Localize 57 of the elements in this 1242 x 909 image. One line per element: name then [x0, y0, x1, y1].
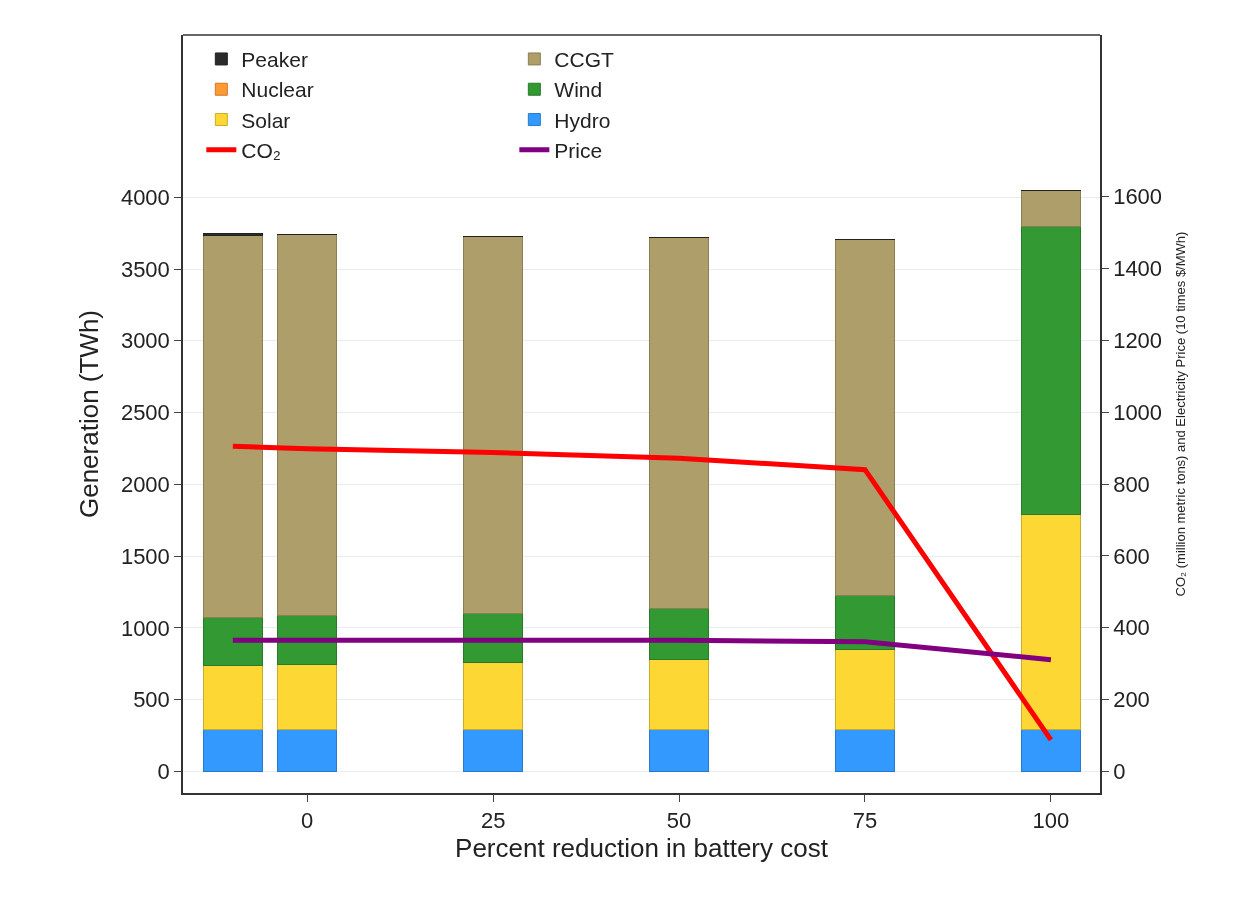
x-tick-label: 50 — [666, 808, 692, 834]
legend-label: Solar — [241, 108, 291, 132]
x-tick-label: 25 — [480, 808, 506, 834]
legend-label: Hydro — [554, 108, 611, 132]
bar — [276, 729, 338, 772]
x-tick-label: 100 — [1032, 808, 1070, 834]
legend-label: Price — [554, 139, 603, 163]
bar — [834, 595, 896, 650]
bar — [202, 617, 264, 667]
bar — [834, 729, 896, 772]
y2-tick-label: 200 — [1113, 687, 1150, 713]
y-tick-label: 2500 — [120, 400, 170, 426]
y-tick-label: 3500 — [120, 256, 170, 282]
bar — [462, 729, 524, 772]
bar — [202, 665, 264, 731]
bar — [648, 658, 710, 731]
y-tick-label: 4000 — [120, 184, 170, 210]
y2-tick-label: 1000 — [1113, 399, 1163, 425]
legend-label: Peaker — [241, 48, 308, 72]
bar — [834, 238, 896, 597]
y2-tick-label: 1400 — [1113, 256, 1163, 282]
x-tick-label: 0 — [301, 808, 314, 834]
bar — [462, 612, 524, 664]
bar — [648, 607, 710, 660]
y2-tick-label: 800 — [1113, 471, 1150, 497]
bar — [1020, 225, 1082, 516]
bar — [1020, 189, 1082, 227]
legend-label: Wind — [554, 78, 603, 102]
x-axis-title: Percent reduction in battery cost — [455, 833, 829, 864]
y2-tick-label: 1200 — [1113, 328, 1163, 354]
y-tick-label: 500 — [133, 687, 170, 713]
bar — [462, 235, 524, 614]
y-tick-label: 1500 — [120, 543, 170, 569]
y-tick-label: 3000 — [120, 328, 170, 354]
bar — [834, 648, 896, 731]
legend-label: CO₂ — [241, 139, 281, 163]
y2-tick-label: 400 — [1113, 615, 1150, 641]
bar — [1020, 729, 1082, 772]
bar — [648, 237, 710, 609]
y-axis-title: Generation (TWh) — [73, 309, 104, 519]
bar — [648, 729, 710, 772]
y2-axis-title: CO₂ (million metric tons) and Electricity Price (10 times $/MWh) — [1173, 231, 1189, 597]
y-tick-label: 2000 — [120, 472, 170, 498]
legend-label: CCGT — [554, 48, 615, 72]
y2-tick-label: 1600 — [1113, 184, 1163, 210]
y-tick-label: 0 — [157, 759, 170, 785]
bar — [462, 662, 524, 731]
legend-label: Nuclear — [241, 78, 314, 102]
y2-tick-label: 600 — [1113, 543, 1150, 569]
bar — [202, 729, 264, 772]
bar — [276, 234, 338, 616]
bar — [1020, 514, 1082, 731]
y-tick-label: 1000 — [120, 615, 170, 641]
x-tick-label: 75 — [852, 808, 878, 834]
bar — [202, 234, 264, 619]
bar — [276, 663, 338, 731]
y2-tick-label: 0 — [1113, 759, 1126, 785]
